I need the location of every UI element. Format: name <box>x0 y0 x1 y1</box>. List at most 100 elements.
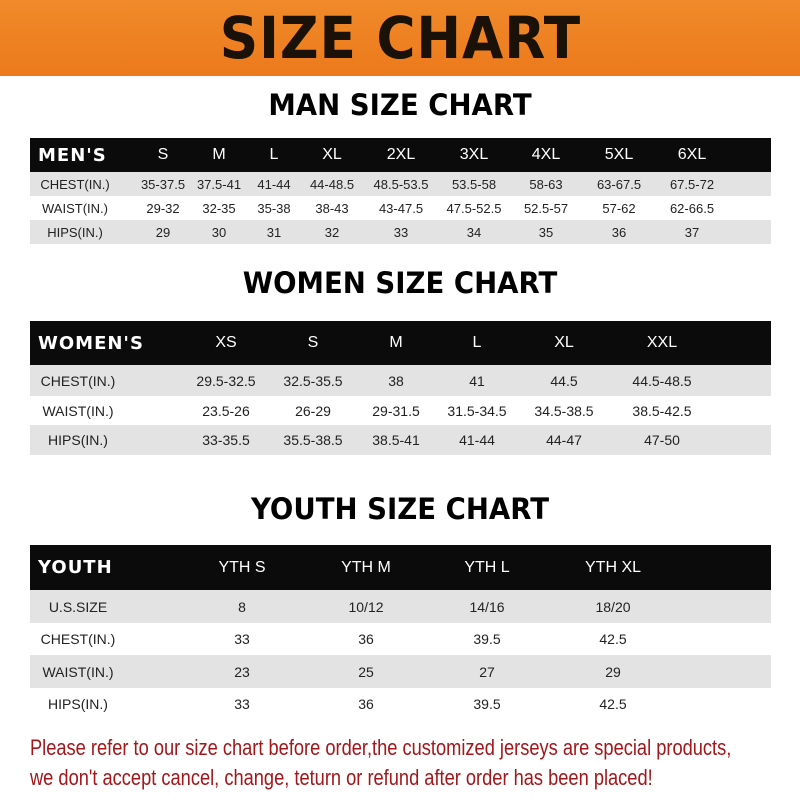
size-header-cell: YTH XL <box>584 558 642 576</box>
measurement-cell: 44.5-48.5 <box>632 372 692 389</box>
row-label: HIPS(IN.) <box>48 695 108 712</box>
measurement-cell: 31 <box>266 224 282 240</box>
women-chart-title: WOMEN SIZE CHART <box>242 266 558 300</box>
measurement-cell: 10/12 <box>348 598 384 615</box>
size-chart-banner: SIZE CHART <box>0 0 800 76</box>
measurement-cell: 30 <box>211 224 227 240</box>
measurement-cell: 32.5-35.5 <box>283 372 343 389</box>
measurement-cell: 41-44 <box>459 432 495 448</box>
row-label: WAIST(IN.) <box>42 402 114 419</box>
table-row: HIPS(IN.) 29 30 31 32 33 34 35 36 37 <box>30 220 771 244</box>
measurement-cell: 35.5-38.5 <box>283 432 343 448</box>
table-row: CHEST(IN.) 35-37.5 37.5-41 41-44 44-48.5 48.5… <box>30 172 771 196</box>
measurement-cell: 41-44 <box>257 176 291 192</box>
youth-size-table: YOUTH YTH S YTH M YTH L YTH XL U.S.SIZE 8 10/12… <box>30 545 771 719</box>
table-header-row: YOUTH YTH S YTH M YTH L YTH XL <box>30 545 771 590</box>
measurement-cell: 31.5-34.5 <box>447 402 507 419</box>
measurement-cell: 23.5-26 <box>202 402 250 419</box>
measurement-cell: 36 <box>358 631 374 647</box>
measurement-cell: 42.5 <box>599 695 627 712</box>
table-header-row: MEN'S S M L XL 2XL 3XL 4XL 5XL 6XL <box>30 138 771 172</box>
size-header-cell: 5XL <box>604 146 634 163</box>
measurement-cell: 44.5 <box>550 372 578 389</box>
row-label: HIPS(IN.) <box>48 432 108 448</box>
measurement-cell: 35-37.5 <box>140 176 186 192</box>
size-header-cell: YTH L <box>464 558 510 576</box>
measurement-cell: 25 <box>358 663 374 680</box>
size-header-cell: YTH S <box>218 558 266 576</box>
youth-chart-title: YOUTH SIZE CHART <box>250 492 550 526</box>
measurement-cell: 34.5-38.5 <box>534 402 594 419</box>
size-header-cell: 4XL <box>531 146 561 163</box>
measurement-cell: 37.5-41 <box>196 176 242 192</box>
measurement-cell: 44-47 <box>546 432 582 448</box>
measurement-cell: 35 <box>538 224 554 240</box>
measurement-cell: 8 <box>238 598 246 615</box>
size-header-cell: S <box>157 146 169 163</box>
table-title-cell: WOMEN'S <box>38 332 144 354</box>
men-size-table: MEN'S S M L XL 2XL 3XL 4XL 5XL 6XL CHEST(IN.) 35-37… <box>30 138 771 244</box>
measurement-cell: 33 <box>234 695 250 712</box>
table-row: HIPS(IN.) 33 36 39.5 42.5 <box>30 688 771 719</box>
row-label: HIPS(IN.) <box>47 224 103 240</box>
measurement-cell: 33 <box>393 224 409 240</box>
size-header-cell: XXL <box>646 334 678 351</box>
measurement-cell: 62-66.5 <box>669 200 715 216</box>
measurement-cell: 57-62 <box>602 200 636 216</box>
size-header-cell: L <box>269 146 279 163</box>
measurement-cell: 41 <box>469 372 485 389</box>
measurement-cell: 33 <box>234 631 250 647</box>
row-label: WAIST(IN.) <box>42 200 108 216</box>
measurement-cell: 36 <box>358 695 374 712</box>
measurement-cell: 38.5-42.5 <box>632 402 692 419</box>
size-header-cell: M <box>212 146 226 163</box>
size-header-cell: S <box>307 334 319 351</box>
size-header-cell: M <box>389 334 403 351</box>
table-row: CHEST(IN.) 29.5-32.5 32.5-35.5 38 41 44.5 44.5… <box>30 365 771 396</box>
measurement-cell: 36 <box>611 224 627 240</box>
table-row: WAIST(IN.) 23.5-26 26-29 29-31.5 31.5-34.5 34… <box>30 396 771 425</box>
table-row: WAIST(IN.) 29-32 32-35 35-38 38-43 43-47.5 47.… <box>30 196 771 220</box>
measurement-cell: 39.5 <box>473 695 501 712</box>
measurement-cell: 29 <box>155 224 171 240</box>
measurement-cell: 42.5 <box>599 631 627 647</box>
measurement-cell: 43-47.5 <box>378 200 424 216</box>
table-title-cell: YOUTH <box>38 557 113 578</box>
row-label: CHEST(IN.) <box>40 631 116 647</box>
measurement-cell: 39.5 <box>473 631 501 647</box>
measurement-cell: 53.5-58 <box>451 176 497 192</box>
measurement-cell: 23 <box>234 663 250 680</box>
table-title-cell: MEN'S <box>38 144 107 166</box>
size-header-cell: 3XL <box>459 146 489 163</box>
measurement-cell: 38-43 <box>315 200 349 216</box>
measurement-cell: 29-31.5 <box>372 402 420 419</box>
measurement-cell: 29.5-32.5 <box>196 372 256 389</box>
size-header-cell: 6XL <box>677 146 707 163</box>
notice-line-2: we don't accept cancel, change, teturn o… <box>30 765 653 790</box>
row-label: WAIST(IN.) <box>42 663 114 680</box>
measurement-cell: 34 <box>466 224 482 240</box>
size-header-cell: XL <box>322 146 342 163</box>
measurement-cell: 32-35 <box>202 200 236 216</box>
measurement-cell: 18/20 <box>595 598 631 615</box>
notice-line-1: Please refer to our size chart before or… <box>30 735 732 760</box>
measurement-cell: 37 <box>684 224 700 240</box>
table-row: U.S.SIZE 8 10/12 14/16 18/20 <box>30 590 771 623</box>
measurement-cell: 14/16 <box>469 598 505 615</box>
table-header-row: WOMEN'S XS S M L XL XXL <box>30 321 771 365</box>
row-label: U.S.SIZE <box>48 598 108 615</box>
row-label: CHEST(IN.) <box>40 176 110 192</box>
measurement-cell: 33-35.5 <box>202 432 250 448</box>
measurement-cell: 47.5-52.5 <box>446 200 502 216</box>
measurement-cell: 26-29 <box>295 402 331 419</box>
men-chart-title: MAN SIZE CHART <box>268 88 532 122</box>
measurement-cell: 32 <box>324 224 340 240</box>
measurement-cell: 47-50 <box>644 432 680 448</box>
measurement-cell: 67.5-72 <box>669 176 715 192</box>
measurement-cell: 52.5-57 <box>523 200 569 216</box>
measurement-cell: 29 <box>605 663 621 680</box>
measurement-cell: 35-38 <box>257 200 291 216</box>
size-header-cell: YTH M <box>341 558 391 576</box>
banner-title: SIZE CHART <box>219 4 581 72</box>
size-header-cell: L <box>472 334 482 351</box>
